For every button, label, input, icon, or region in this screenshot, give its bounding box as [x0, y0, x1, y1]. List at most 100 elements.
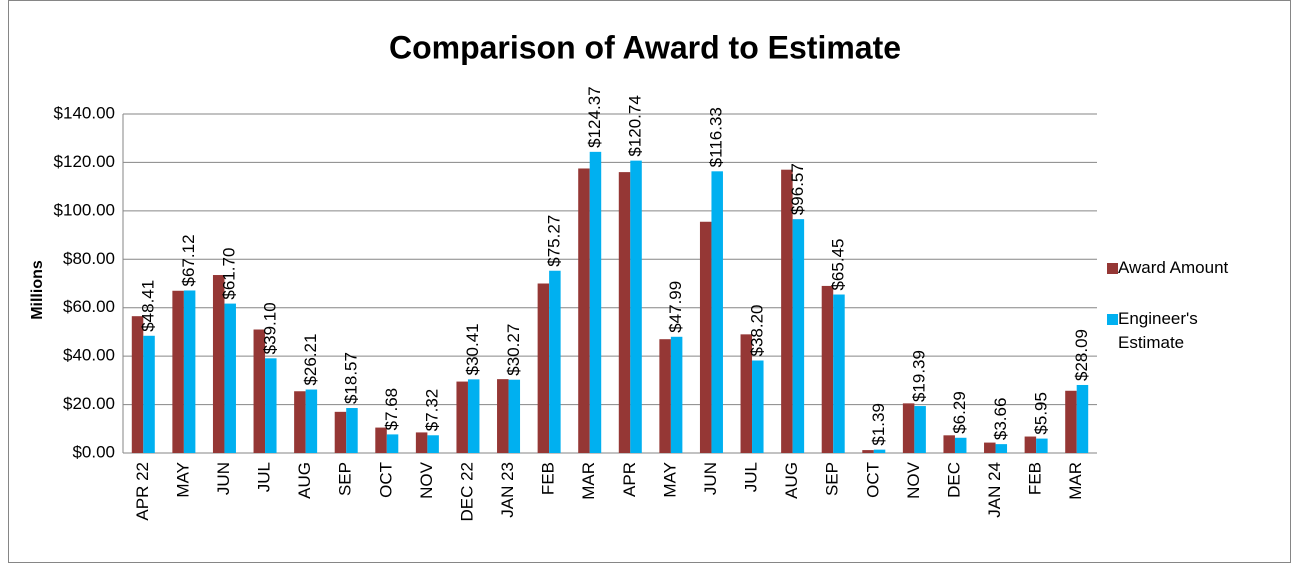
- bar: [821, 285, 834, 453]
- bar: [386, 434, 399, 453]
- bar: [143, 335, 155, 453]
- data-label: $67.12: [179, 234, 198, 286]
- bar: [183, 290, 196, 453]
- bar: [253, 329, 266, 453]
- x-tick-label: JAN 23: [498, 462, 517, 518]
- bar: [212, 275, 225, 453]
- data-label: $6.29: [950, 391, 969, 434]
- x-tick-label: SEP: [336, 462, 355, 496]
- data-label: $26.21: [301, 334, 320, 386]
- bar: [659, 339, 671, 453]
- legend-swatch: [1107, 263, 1118, 274]
- bar: [902, 403, 915, 453]
- data-label: $38.20: [747, 305, 766, 357]
- y-tick-label: $100.00: [54, 200, 115, 219]
- bar: [415, 432, 428, 453]
- bar: [467, 379, 480, 453]
- bar: [1076, 384, 1089, 453]
- x-tick-label: MAY: [173, 462, 192, 498]
- x-tick-label: NOV: [417, 461, 436, 499]
- x-tick-label: AUG: [295, 462, 314, 499]
- x-tick-label: DEC: [944, 462, 963, 498]
- data-label: $61.70: [220, 248, 239, 300]
- x-tick-label: APR 22: [133, 462, 152, 521]
- x-tick-label: MAY: [660, 462, 679, 498]
- data-label: $48.41: [139, 280, 158, 332]
- data-label: $30.41: [463, 323, 482, 375]
- bar: [1024, 436, 1037, 453]
- x-tick-label: FEB: [539, 462, 558, 495]
- bar: [752, 360, 764, 453]
- bar: [1065, 390, 1077, 453]
- bar: [618, 172, 631, 453]
- data-label: $96.57: [788, 163, 807, 215]
- bar: [427, 435, 439, 453]
- data-label: $3.66: [991, 398, 1010, 441]
- y-tick-label: $40.00: [63, 346, 115, 365]
- data-label: $28.09: [1072, 329, 1091, 381]
- bar: [943, 435, 955, 453]
- bar: [699, 221, 712, 453]
- x-tick-label: MAR: [579, 462, 598, 500]
- x-tick-label: JUL: [742, 462, 761, 492]
- x-tick-label: DEC 22: [457, 462, 476, 522]
- bar: [630, 160, 642, 453]
- bar: [265, 358, 277, 453]
- chart-frame: [8, 0, 1291, 563]
- legend-label: Award Amount: [1118, 258, 1229, 277]
- x-tick-label: FEB: [1026, 462, 1045, 495]
- x-tick-label: OCT: [376, 462, 395, 498]
- data-label: $1.39: [869, 403, 888, 446]
- bar: [781, 169, 793, 453]
- y-tick-label: $120.00: [54, 152, 115, 171]
- bar: [375, 427, 387, 453]
- x-tick-label: SEP: [823, 462, 842, 496]
- bar: [508, 379, 521, 453]
- x-tick-label: JUL: [255, 462, 274, 492]
- bar: [334, 411, 347, 453]
- y-tick-label: $60.00: [63, 297, 115, 316]
- data-label: $7.32: [423, 389, 442, 432]
- data-label: $39.10: [260, 302, 279, 354]
- bar: [497, 379, 509, 453]
- bar: [131, 316, 144, 453]
- bar: [172, 290, 184, 453]
- bar: [589, 151, 602, 453]
- x-tick-label: JUN: [214, 462, 233, 495]
- data-label: $18.57: [341, 352, 360, 404]
- bar: [873, 449, 886, 453]
- y-tick-label: $20.00: [63, 394, 115, 413]
- x-tick-label: APR: [620, 462, 639, 497]
- bar: [346, 408, 358, 453]
- x-tick-label: AUG: [782, 462, 801, 499]
- x-tick-label: MAR: [1066, 462, 1085, 500]
- bar: [862, 450, 874, 453]
- bar: [294, 391, 306, 453]
- bar: [224, 303, 236, 453]
- x-tick-label: NOV: [904, 461, 923, 499]
- x-tick-label: JAN 24: [985, 462, 1004, 518]
- legend-label: Engineer's Estimate: [1118, 309, 1198, 352]
- bar: [954, 437, 967, 453]
- bar: [1036, 438, 1048, 453]
- chart-title: Comparison of Award to Estimate: [389, 29, 901, 65]
- bar: [740, 334, 753, 453]
- bar: [984, 442, 996, 453]
- data-label: $116.33: [707, 107, 726, 167]
- y-tick-label: $80.00: [63, 249, 115, 268]
- data-label: $47.99: [666, 281, 685, 333]
- data-label: $124.37: [585, 86, 604, 147]
- bar: [711, 171, 723, 453]
- data-label: $65.45: [828, 239, 847, 291]
- bar: [995, 444, 1008, 453]
- data-label: $75.27: [544, 215, 563, 267]
- y-tick-label: $140.00: [54, 103, 115, 122]
- bar: [578, 168, 590, 453]
- bar: [792, 219, 805, 453]
- bar: [670, 336, 683, 453]
- bar: [833, 294, 845, 453]
- bar: [914, 406, 926, 453]
- data-label: $19.39: [910, 350, 929, 402]
- data-label: $120.74: [626, 95, 645, 156]
